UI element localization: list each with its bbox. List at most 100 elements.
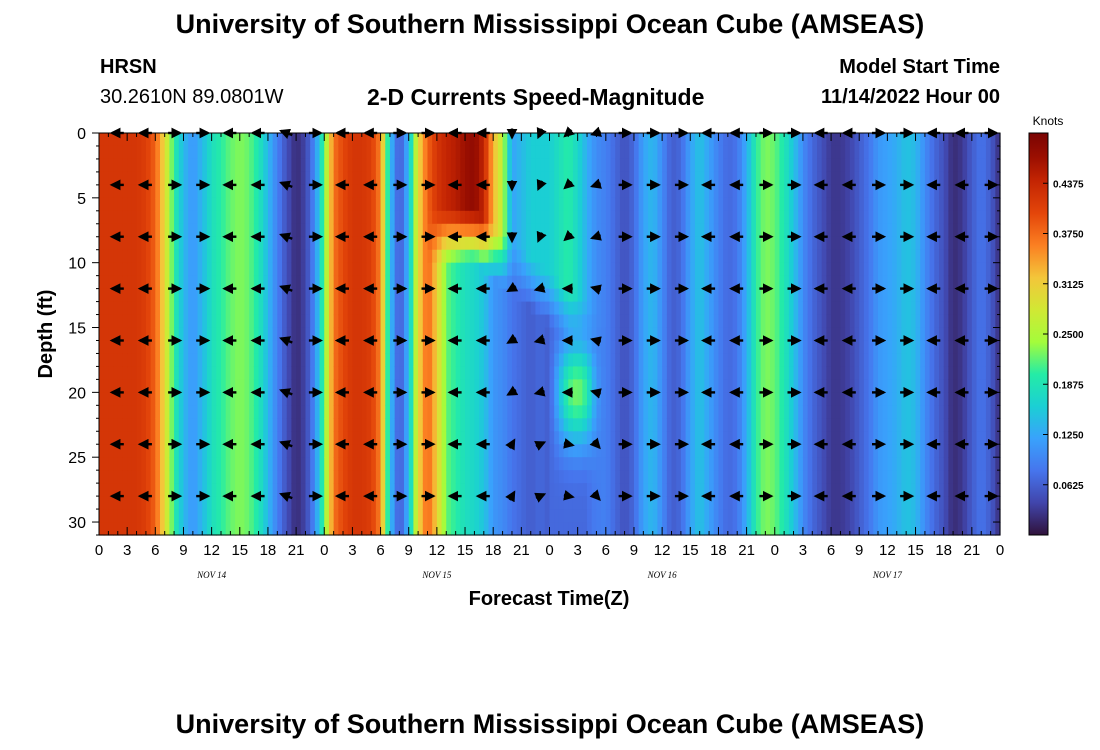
heatmap-cell bbox=[582, 314, 588, 329]
heatmap-cell bbox=[798, 314, 804, 329]
heatmap-cell bbox=[446, 327, 452, 342]
heatmap-cell bbox=[605, 133, 612, 147]
heatmap-cell bbox=[662, 327, 668, 342]
heatmap-cell bbox=[282, 133, 288, 147]
heatmap-cell bbox=[394, 392, 400, 406]
heatmap-cell bbox=[723, 522, 729, 536]
heatmap-cell bbox=[840, 379, 846, 393]
heatmap-cell bbox=[150, 379, 156, 393]
heatmap-cell bbox=[587, 236, 593, 251]
heatmap-cell bbox=[150, 522, 156, 536]
heatmap-cell bbox=[831, 210, 837, 225]
heatmap-cell bbox=[267, 496, 274, 510]
heatmap-cell bbox=[704, 457, 710, 471]
heatmap-cell bbox=[568, 444, 574, 458]
heatmap-cell bbox=[272, 236, 278, 251]
heatmap-cell bbox=[465, 133, 471, 147]
heatmap-cell bbox=[643, 444, 649, 458]
heatmap-cell bbox=[427, 509, 433, 523]
heatmap-cell bbox=[845, 210, 851, 225]
heatmap-cell bbox=[615, 496, 621, 510]
heatmap-cell bbox=[99, 236, 105, 251]
heatmap-cell bbox=[178, 210, 185, 225]
heatmap-cell bbox=[122, 470, 128, 484]
heatmap-cell bbox=[671, 509, 677, 523]
heatmap-cell bbox=[389, 145, 396, 160]
heatmap-cell bbox=[99, 444, 105, 458]
heatmap-cell bbox=[582, 483, 588, 497]
heatmap-cell bbox=[680, 262, 687, 277]
heatmap-cell bbox=[746, 431, 752, 445]
heatmap-cell bbox=[202, 158, 208, 173]
heatmap-cell bbox=[610, 314, 616, 329]
heatmap-cell bbox=[755, 340, 762, 355]
heatmap-cell bbox=[239, 340, 246, 355]
heatmap-cell bbox=[784, 379, 790, 393]
heatmap-cell bbox=[591, 418, 598, 432]
heatmap-cell bbox=[436, 223, 443, 238]
heatmap-cell bbox=[601, 171, 607, 186]
heatmap-cell bbox=[666, 392, 673, 406]
heatmap-cell bbox=[605, 457, 612, 471]
heatmap-cell bbox=[286, 171, 292, 186]
heatmap-cell bbox=[404, 249, 410, 264]
heatmap-cell bbox=[507, 184, 513, 199]
heatmap-cell bbox=[314, 522, 321, 536]
heatmap-cell bbox=[333, 392, 339, 406]
heatmap-cell bbox=[296, 353, 302, 368]
heatmap-cell bbox=[774, 288, 781, 303]
heatmap-cell bbox=[197, 431, 203, 445]
heatmap-cell bbox=[685, 314, 691, 329]
heatmap-cell bbox=[511, 288, 518, 303]
heatmap-cell bbox=[282, 340, 288, 355]
heatmap-cell bbox=[333, 405, 339, 419]
heatmap-cell bbox=[441, 496, 447, 510]
heatmap-cell bbox=[798, 496, 804, 510]
heatmap-cell bbox=[263, 262, 269, 277]
heatmap-cell bbox=[816, 444, 823, 458]
heatmap-cell bbox=[540, 158, 546, 173]
heatmap-cell bbox=[718, 236, 724, 251]
heatmap-cell bbox=[352, 171, 358, 186]
heatmap-cell bbox=[624, 301, 630, 316]
heatmap-cell bbox=[479, 158, 485, 173]
heatmap-cell bbox=[826, 223, 832, 238]
heatmap-cell bbox=[821, 301, 827, 316]
heatmap-cell bbox=[788, 327, 795, 342]
heatmap-cell bbox=[587, 379, 593, 393]
heatmap-cell bbox=[188, 418, 194, 432]
heatmap-cell bbox=[418, 262, 424, 277]
heatmap-cell bbox=[446, 522, 452, 536]
heatmap-cell bbox=[648, 262, 654, 277]
heatmap-cell bbox=[662, 392, 668, 406]
heatmap-cell bbox=[633, 158, 640, 173]
heatmap-cell bbox=[558, 457, 565, 471]
heatmap-cell bbox=[113, 249, 119, 264]
heatmap-cell bbox=[535, 405, 541, 419]
heatmap-cell bbox=[380, 457, 386, 471]
heatmap-cell bbox=[624, 418, 630, 432]
heatmap-cell bbox=[760, 340, 766, 355]
heatmap-cell bbox=[160, 184, 166, 199]
heatmap-cell bbox=[141, 392, 147, 406]
heatmap-cell bbox=[812, 522, 818, 536]
heatmap-cell bbox=[779, 158, 785, 173]
heatmap-cell bbox=[577, 249, 583, 264]
heatmap-cell bbox=[737, 301, 743, 316]
heatmap-cell bbox=[821, 392, 827, 406]
heatmap-cell bbox=[277, 171, 283, 186]
heatmap-cell bbox=[666, 171, 673, 186]
heatmap-cell bbox=[178, 158, 185, 173]
heatmap-cell bbox=[230, 366, 236, 380]
heatmap-cell bbox=[427, 457, 433, 471]
heatmap-cell bbox=[427, 262, 433, 277]
heatmap-cell bbox=[418, 288, 424, 303]
heatmap-cell bbox=[230, 210, 236, 225]
heatmap-cell bbox=[127, 184, 133, 199]
heatmap-cell bbox=[310, 288, 316, 303]
heatmap-cell bbox=[713, 483, 720, 497]
heatmap-cell bbox=[741, 197, 748, 212]
heatmap-cell bbox=[441, 158, 447, 173]
heatmap-cell bbox=[267, 353, 274, 368]
heatmap-cell bbox=[385, 392, 391, 406]
